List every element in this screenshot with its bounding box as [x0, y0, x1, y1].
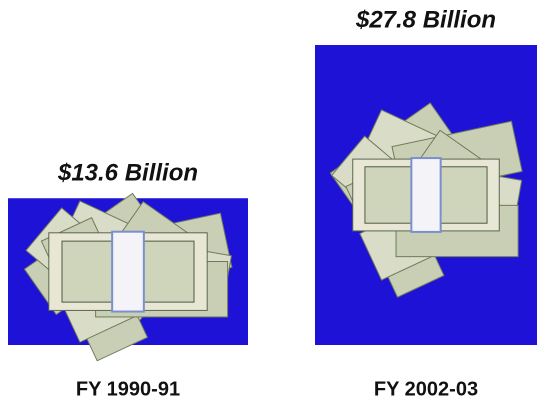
money-band [111, 230, 145, 313]
category-label: FY 2002-03 [374, 378, 478, 400]
category-label: FY 1990-91 [76, 378, 180, 400]
bar-group [8, 192, 248, 362]
money-band [410, 157, 442, 233]
bar-group [315, 45, 537, 345]
value-label: $13.6 Billion [57, 160, 198, 187]
value-label: $27.8 Billion [355, 6, 496, 33]
